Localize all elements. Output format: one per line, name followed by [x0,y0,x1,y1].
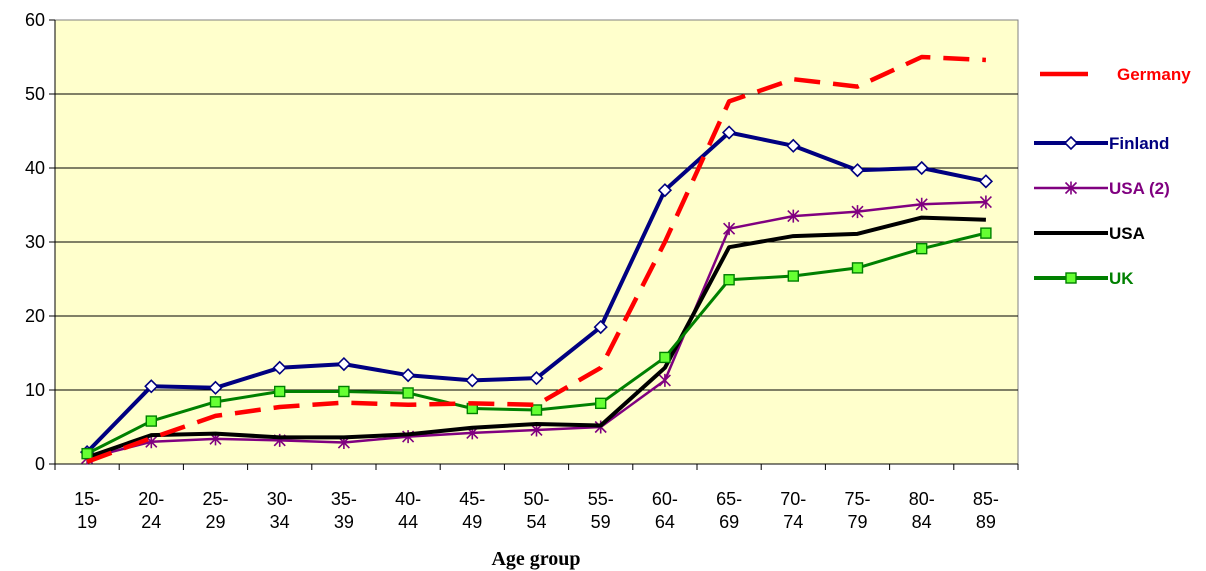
y-tick-label: 10 [25,380,45,400]
x-tick-label: 40-44 [395,489,421,532]
point-marker [851,205,864,219]
point-marker [980,227,992,239]
point-marker [786,138,801,153]
series-line [86,215,986,460]
point-marker [723,274,735,286]
legend-label: UK [1109,269,1134,288]
point-marker [595,397,607,410]
legend-label: USA [1109,224,1145,243]
point-marker [787,270,799,282]
point-marker [530,404,543,416]
x-tick-label: 25-29 [202,489,228,532]
x-tick-label: 15-19 [74,489,100,532]
point-marker [915,197,928,211]
point-marker [81,447,93,460]
point-marker [723,222,736,236]
point-marker [144,379,159,394]
point-marker [145,415,158,427]
point-marker [209,396,222,408]
point-marker [978,174,994,189]
x-axis-title: Age group [491,548,580,570]
x-tick-label: 35-39 [331,489,357,532]
legend-label: USA (2) [1109,179,1170,198]
point-marker [979,195,992,209]
point-marker [916,242,928,255]
point-marker [787,209,800,223]
point-marker [914,160,929,176]
x-tick-label: 80-84 [909,489,935,532]
x-tick-label: 75-79 [844,489,870,532]
x-tick-label: 70-74 [780,489,806,532]
point-marker [336,356,352,372]
series-line [86,54,987,464]
legend-label: Germany [1117,65,1191,84]
point-marker [850,163,865,178]
x-tick-label: 50-54 [523,489,549,532]
x-tick-label: 20-24 [138,489,164,532]
point-marker [400,368,416,383]
point-marker [657,183,673,198]
point-marker [465,373,480,388]
x-tick-label: 45-49 [459,489,485,532]
series-lines [79,54,994,465]
point-marker [272,360,287,375]
point-marker [208,380,223,395]
x-tick-label: 55-59 [588,489,614,532]
point-marker [1063,135,1079,151]
point-marker [402,387,414,399]
legend-label: Finland [1109,134,1169,153]
point-marker [529,371,544,386]
y-tick-label: 20 [25,306,45,326]
axes: 0 10 20 30 40 50 60 15-19 20-24 25-29 30-34 35-39 40… [25,10,1019,532]
point-marker [851,262,864,274]
y-tick-label: 0 [35,454,45,474]
y-tick-label: 60 [25,10,45,30]
point-marker [721,125,737,140]
x-tick-label: 60-64 [652,489,678,532]
point-marker [1065,272,1077,284]
x-tick-label: 30-34 [267,489,293,532]
point-marker [658,373,671,387]
y-tick-label: 40 [25,158,45,178]
legend: Germany Finland USA (2) USA UK [1034,65,1191,288]
point-marker [593,319,608,335]
point-marker [659,351,671,364]
y-tick-label: 50 [25,84,45,104]
x-tick-label: 65-69 [716,489,742,532]
point-marker [338,385,350,398]
y-tick-label: 30 [25,232,45,252]
point-marker [1064,181,1078,195]
point-marker [274,385,286,398]
x-tick-label: 85-89 [973,489,999,532]
